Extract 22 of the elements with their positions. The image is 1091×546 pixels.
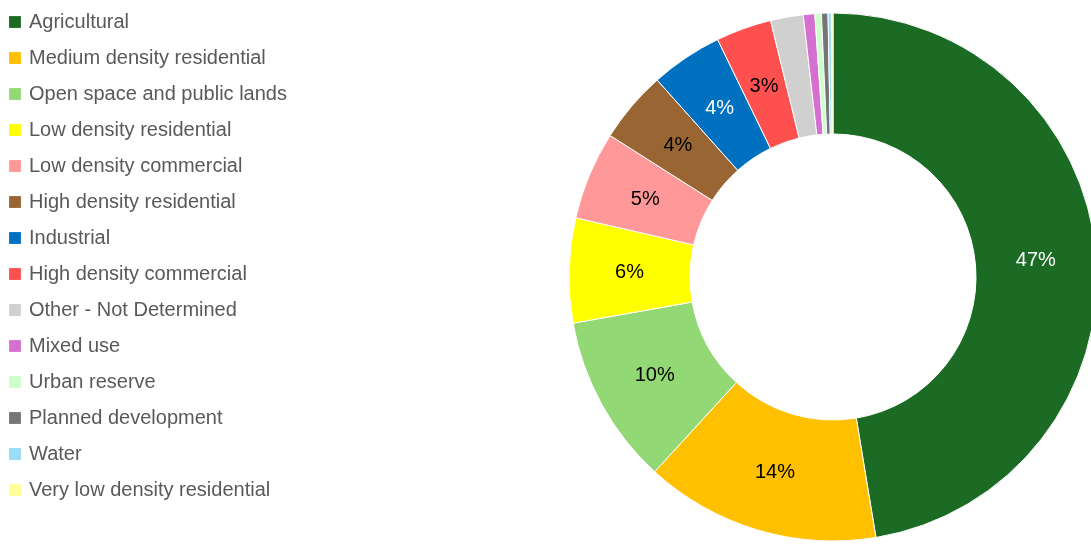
legend-label: Low density commercial xyxy=(29,154,243,176)
legend-label: Urban reserve xyxy=(29,370,156,392)
data-label: 6% xyxy=(615,259,645,282)
legend-label: Agricultural xyxy=(29,10,130,32)
legend-label: High density commercial xyxy=(29,262,247,284)
data-label: 4% xyxy=(663,133,693,156)
data-label: 14% xyxy=(754,460,796,483)
legend-label: Other - Not Determined xyxy=(29,298,237,320)
legend-label: Very low density residential xyxy=(29,478,271,500)
data-label: 47% xyxy=(1015,248,1057,271)
data-label: 3% xyxy=(749,73,779,96)
data-label: 4% xyxy=(705,95,735,118)
legend-label: Medium density residential xyxy=(29,46,266,68)
legend-label: Open space and public lands xyxy=(29,82,287,104)
legend-label: High density residential xyxy=(29,190,236,212)
legend-label: Industrial xyxy=(29,226,111,248)
legend-label: Low density residential xyxy=(29,118,232,140)
legend-label: Mixed use xyxy=(29,334,121,356)
data-label: 5% xyxy=(630,186,660,209)
legend-label: Water xyxy=(29,442,82,464)
data-label: 10% xyxy=(634,363,675,386)
legend-label: Planned development xyxy=(29,406,223,428)
